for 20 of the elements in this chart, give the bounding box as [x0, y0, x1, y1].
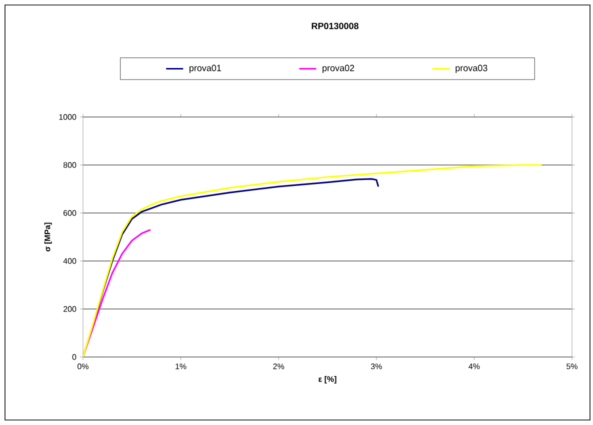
legend-label: prova02 — [322, 64, 354, 73]
x-tick-label: 1% — [176, 364, 186, 370]
x-tick-label: 4% — [468, 364, 480, 370]
legend-label: prova01 — [190, 64, 222, 73]
chart-title: RP0130008 — [312, 22, 358, 30]
y-tick-label: 400 — [63, 258, 76, 264]
y-tick-label: 0 — [72, 354, 76, 360]
y-tick-label: 600 — [64, 210, 76, 216]
y-tick-label: 200 — [64, 306, 76, 312]
legend-label: prova03 — [456, 64, 488, 73]
y-tick-label: 1000 — [59, 114, 76, 120]
line-series — [83, 164, 542, 357]
x-tick-label: 2% — [273, 364, 284, 370]
x-tick-label: 0% — [78, 364, 88, 370]
line-series — [83, 228, 152, 357]
x-axis-title: ε [%] — [318, 376, 336, 384]
x-tick-label: 3% — [370, 364, 382, 370]
x-tick-label: 5% — [566, 364, 578, 370]
y-axis-title: σ [MPa] — [44, 222, 52, 252]
y-tick-label: 800 — [63, 162, 76, 168]
